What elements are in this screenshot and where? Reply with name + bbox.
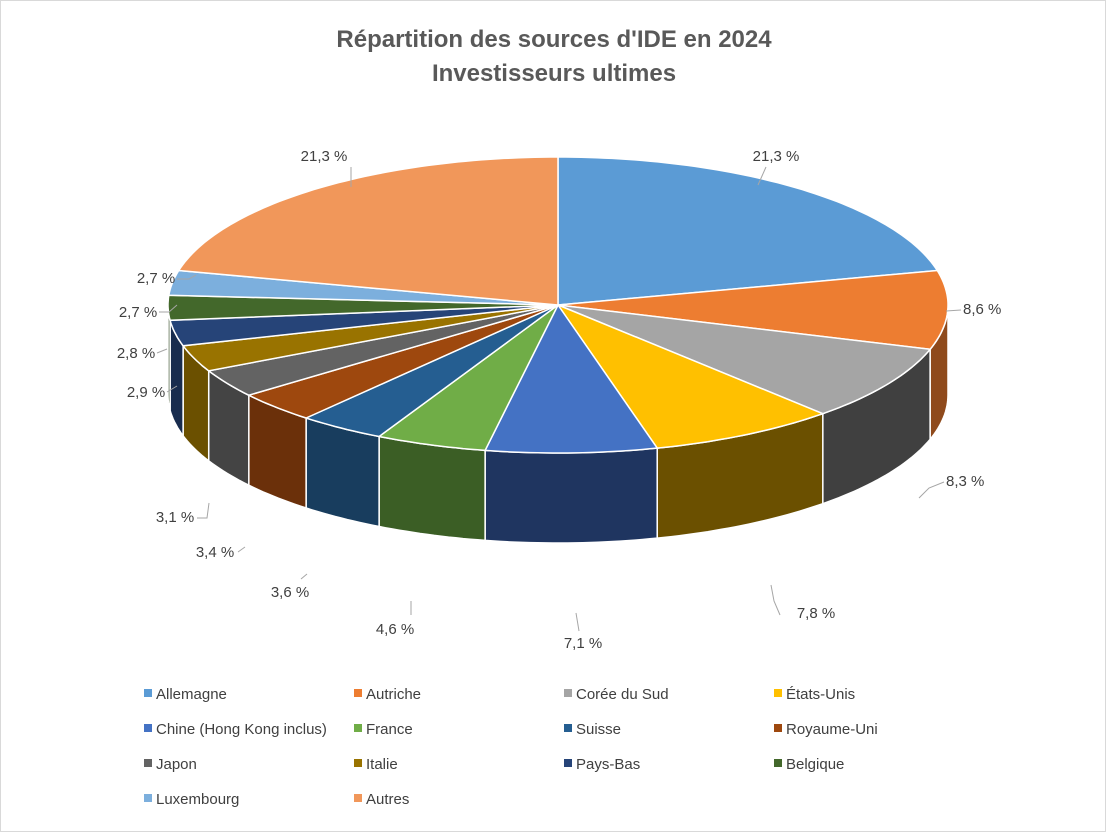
legend-label: Allemagne (156, 686, 227, 703)
leader-line (237, 546, 246, 553)
data-label: 2,9 % (127, 384, 165, 401)
leader-line (177, 274, 197, 280)
data-label: 2,8 % (117, 345, 155, 362)
leader-line (770, 584, 781, 616)
legend-label: Pays-Bas (576, 756, 640, 773)
data-label: 7,1 % (564, 635, 602, 652)
pie-slice-coree-du-sud (557, 304, 932, 415)
chart-title: Répartition des sources d'IDE en 2024 (336, 26, 772, 53)
pie-slice-allemagne (557, 156, 939, 306)
pie-slice-autres (177, 156, 559, 306)
legend-swatch (354, 794, 362, 802)
legend-swatch (144, 689, 152, 697)
data-label: 4,6 % (376, 621, 414, 638)
legend-swatch (144, 794, 152, 802)
pie-slice-france (377, 304, 559, 452)
leader-line (918, 481, 945, 499)
legend-swatch (144, 724, 152, 732)
slice-labels: 21,3 % 8,6 % 8,3 % 7,8 % 7,1 % 4,6 % 3,6 % 3,4 … (117, 148, 1002, 652)
data-label: 8,6 % (963, 301, 1001, 318)
data-label: 7,8 % (797, 605, 835, 622)
leader-line (945, 309, 962, 312)
legend-swatch (564, 689, 572, 697)
pie-slice-belgique (167, 294, 559, 322)
legend-label: Japon (156, 756, 197, 773)
legend-swatch (564, 759, 572, 767)
legend-label: Autriche (366, 686, 421, 703)
legend-label: Belgique (786, 756, 844, 773)
leader-line (757, 166, 767, 186)
pie-slice-autriche (557, 269, 949, 351)
leader-line (575, 612, 580, 632)
leader-line (166, 385, 178, 393)
data-label: 3,1 % (156, 509, 194, 526)
pie-slice-pays-bas (169, 304, 559, 347)
legend-label: Luxembourg (156, 791, 239, 808)
leader-line (159, 304, 178, 313)
legend-swatch (774, 724, 782, 732)
legend-label: Chine (Hong Kong inclus) (156, 721, 327, 738)
pie-slices (167, 156, 949, 454)
legend-label: Autres (366, 791, 409, 808)
pie-slice-royaume-uni (246, 304, 559, 419)
legend-swatch (774, 689, 782, 697)
pie-sides (167, 304, 949, 544)
legend: Allemagne Autriche Corée du Sud États-Unis C… (144, 686, 878, 808)
pie-slice-suisse (304, 304, 559, 438)
legend-swatch (564, 724, 572, 732)
data-label: 21,3 % (753, 148, 800, 165)
legend-swatch (354, 724, 362, 732)
legend-label: Corée du Sud (576, 686, 669, 703)
legend-label: Italie (366, 756, 398, 773)
pie-side-france (378, 435, 486, 542)
legend-swatch (774, 759, 782, 767)
leader-line (197, 502, 210, 519)
legend-swatch (354, 759, 362, 767)
legend-swatch (354, 689, 362, 697)
leader-line (156, 348, 168, 354)
legend-label: États-Unis (786, 686, 855, 703)
pie-slice-etats-unis (555, 303, 825, 449)
data-label: 3,6 % (271, 584, 309, 601)
legend-label: Royaume-Uni (786, 721, 878, 738)
pie-slice-chine-hong-kong-inclus (483, 303, 659, 454)
data-label: 3,4 % (196, 544, 234, 561)
data-label: 2,7 % (137, 270, 175, 287)
chart-subtitle: Investisseurs ultimes (432, 60, 676, 87)
data-label: 2,7 % (119, 304, 157, 321)
data-label: 8,3 % (946, 473, 984, 490)
legend-swatch (144, 759, 152, 767)
leader-line (300, 573, 308, 580)
legend-label: Suisse (576, 721, 621, 738)
pie-side-chine-hong-kong-inclus (484, 447, 658, 544)
legend-label: France (366, 721, 413, 738)
pie-slice-italie (181, 304, 559, 372)
data-label: 21,3 % (301, 148, 348, 165)
pie-slice-japon (206, 304, 559, 397)
